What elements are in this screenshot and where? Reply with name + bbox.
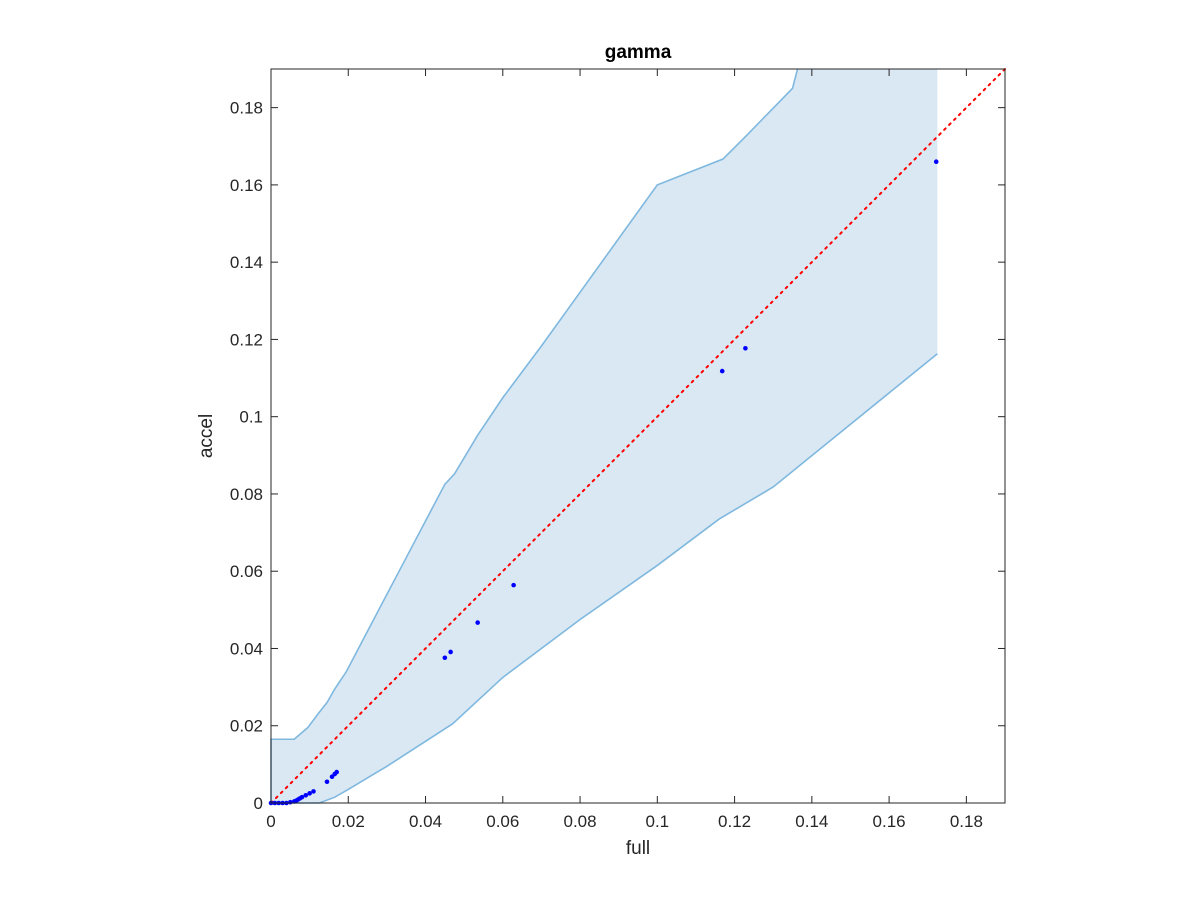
x-tick-label: 0.08: [564, 812, 597, 831]
band-upper-edge: [270, 68, 799, 803]
x-tick-label: 0.04: [409, 812, 442, 831]
data-point: [288, 799, 293, 805]
x-axis-label: full: [626, 838, 650, 859]
x-tick-label: 0.16: [873, 812, 906, 831]
y-axis-label: accel: [196, 414, 217, 458]
y-tick-label: 0: [254, 794, 263, 813]
data-point: [334, 769, 339, 775]
y-tick-label: 0.08: [230, 485, 263, 504]
y-tick-label: 0.06: [230, 562, 263, 581]
x-tick-label: 0: [266, 812, 275, 831]
axes-box: [270, 68, 1006, 804]
data-point: [511, 582, 516, 588]
chart-title: gamma: [605, 42, 672, 63]
data-point: [933, 159, 939, 165]
y-tick-label: 0.12: [230, 330, 263, 349]
data-point: [311, 789, 316, 794]
y-tick-label: 0.18: [230, 99, 263, 118]
y-tick-label: 0.16: [230, 176, 263, 195]
reference-line: [270, 68, 1006, 804]
data-marks: [268, 68, 1006, 806]
data-point: [448, 649, 453, 655]
data-point: [299, 794, 305, 800]
data-point: [475, 620, 480, 625]
x-tick-label: 0.06: [486, 812, 519, 831]
x-tick-label: 0.02: [332, 812, 365, 831]
x-tick-label: 0.12: [718, 812, 751, 831]
x-tick-label: 0.18: [950, 812, 983, 831]
data-point: [324, 779, 330, 785]
data-point: [719, 368, 725, 374]
data-point: [307, 791, 312, 796]
y-tick-label: 0.04: [230, 639, 263, 658]
y-tick-label: 0.1: [239, 408, 263, 427]
y-tick-label: 0.02: [230, 717, 263, 736]
band-lower-edge: [271, 353, 938, 804]
x-tick-label: 0.1: [645, 812, 669, 831]
y-tick-label: 0.14: [230, 253, 263, 272]
x-tick-label: 0.14: [795, 812, 828, 831]
data-point: [442, 655, 448, 661]
data-point: [303, 792, 309, 798]
confidence-band: [271, 69, 938, 803]
axes: 0 0.02 0.04 0.06 0.08 0.1 0.12 0.14 0.16 0.18 0 0.0…: [230, 68, 1006, 831]
data-point: [743, 346, 748, 351]
